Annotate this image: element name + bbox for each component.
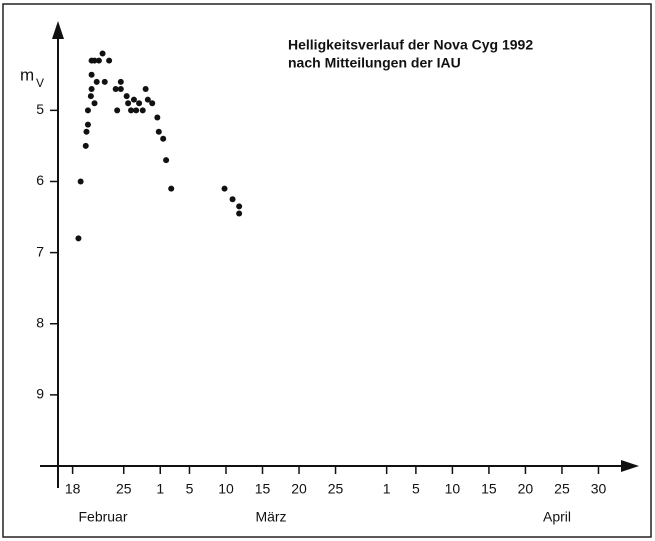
month-label: April xyxy=(543,509,571,525)
y-axis-label-sub: V xyxy=(36,76,44,90)
data-point xyxy=(168,185,175,192)
x-tick-label: 5 xyxy=(412,481,420,497)
data-point xyxy=(229,196,236,203)
y-tick-label: 9 xyxy=(36,386,44,402)
month-label: Februar xyxy=(78,509,127,525)
data-point xyxy=(123,93,130,100)
data-point xyxy=(144,96,151,103)
data-point xyxy=(133,107,140,114)
y-tick-label: 7 xyxy=(36,243,44,259)
x-axis-arrow xyxy=(621,460,639,472)
data-point xyxy=(112,86,119,93)
x-tick-label: 20 xyxy=(518,481,534,497)
data-point xyxy=(139,107,146,114)
x-tick-label: 10 xyxy=(445,481,461,497)
data-point xyxy=(130,96,137,103)
y-tick-label: 6 xyxy=(36,172,44,188)
chart-title: Helligkeitsverlauf der Nova Cyg 1992 xyxy=(288,37,533,53)
data-point xyxy=(93,78,100,85)
data-point xyxy=(163,157,170,164)
x-tick-label: 15 xyxy=(481,481,497,497)
data-point xyxy=(87,93,94,100)
data-point xyxy=(106,57,113,64)
data-point xyxy=(117,86,124,93)
data-point xyxy=(88,71,95,78)
data-point xyxy=(75,235,82,242)
x-tick-label: 18 xyxy=(65,481,81,497)
data-point xyxy=(142,86,149,93)
data-point xyxy=(236,210,243,217)
data-point xyxy=(91,100,98,107)
data-point xyxy=(101,78,108,85)
data-point xyxy=(160,135,167,142)
x-tick-label: 10 xyxy=(218,481,234,497)
data-point xyxy=(154,114,161,121)
data-point xyxy=(125,100,132,107)
data-point xyxy=(84,107,91,114)
x-tick-label: 15 xyxy=(255,481,271,497)
chart-title: nach Mitteilungen der IAU xyxy=(288,55,461,71)
y-axis-arrow xyxy=(52,21,64,39)
data-point xyxy=(114,107,121,114)
x-tick-label: 1 xyxy=(156,481,164,497)
data-point xyxy=(117,78,124,85)
month-label: März xyxy=(255,509,286,525)
data-point xyxy=(88,86,95,93)
data-point xyxy=(128,107,135,114)
x-tick-label: 5 xyxy=(186,481,194,497)
data-point xyxy=(221,185,228,192)
x-tick-label: 30 xyxy=(591,481,607,497)
data-point xyxy=(155,128,162,135)
y-axis-label: m xyxy=(20,65,34,84)
data-point xyxy=(84,121,91,128)
data-point xyxy=(95,57,102,64)
x-tick-label: 25 xyxy=(554,481,570,497)
x-tick-label: 20 xyxy=(291,481,307,497)
data-point xyxy=(99,50,106,57)
data-point xyxy=(83,128,90,135)
data-point xyxy=(136,100,143,107)
x-tick-label: 1 xyxy=(383,481,391,497)
x-tick-label: 25 xyxy=(328,481,344,497)
y-tick-label: 5 xyxy=(36,101,44,117)
data-point xyxy=(91,57,98,64)
data-point xyxy=(236,203,243,210)
data-point xyxy=(82,142,89,149)
x-tick-label: 25 xyxy=(116,481,132,497)
data-point xyxy=(149,100,156,107)
data-point xyxy=(77,178,84,185)
y-tick-label: 8 xyxy=(36,314,44,330)
frame xyxy=(2,3,652,538)
